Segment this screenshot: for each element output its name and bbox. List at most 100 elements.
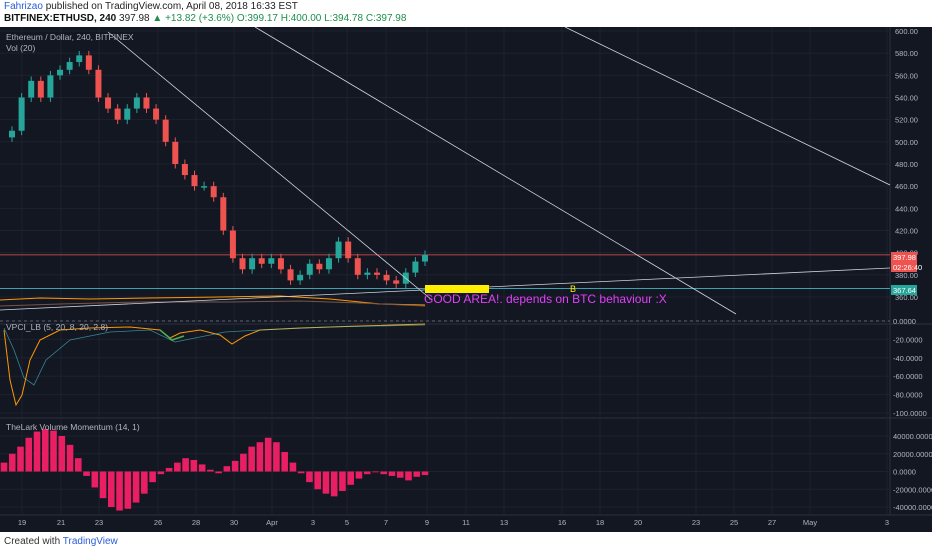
- time-tick-label: 11: [462, 518, 470, 527]
- price-tick-label: 420.00: [895, 227, 918, 236]
- candle: [9, 130, 15, 138]
- tradingview-logo-text[interactable]: TradingView: [62, 536, 118, 547]
- vm-bar: [50, 430, 57, 472]
- vm-bar: [17, 446, 24, 472]
- time-tick-label: 28: [192, 518, 200, 527]
- current-price-tag: [891, 252, 917, 262]
- time-tick-label: 25: [730, 518, 738, 527]
- published-text: published on TradingView.com, April 08, …: [45, 1, 298, 12]
- change-value: ▲ +13.82 (+3.6%): [152, 13, 235, 24]
- vm-bar: [132, 471, 140, 503]
- vpci-tick-label: -80.0000: [893, 391, 923, 400]
- candle: [85, 55, 92, 70]
- vm-bar: [314, 471, 321, 490]
- vm-bar: [256, 442, 264, 472]
- vm-bar: [190, 459, 198, 472]
- price-tick-label: 500.00: [895, 138, 918, 147]
- vm-bar: [174, 462, 181, 472]
- time-axis-ticks: 19 21 23 26 28 30 Apr 3 5 7 9 11 13 16 18 20 23 25 27 May 3: [18, 518, 889, 527]
- footer: Created with TradingView: [4, 536, 118, 547]
- vm-bar: [240, 453, 247, 472]
- vm-bar: [339, 471, 346, 492]
- candle: [133, 97, 140, 109]
- vm-legend[interactable]: TheLark Volume Momentum (14, 1): [6, 422, 140, 432]
- candle: [28, 80, 35, 98]
- vm-bar: [421, 471, 429, 476]
- candle: [412, 261, 419, 273]
- candle: [105, 97, 112, 109]
- candle: [335, 241, 342, 259]
- vm-bar: [41, 428, 49, 472]
- candle: [383, 274, 390, 281]
- author-name[interactable]: Fahrizao: [4, 1, 43, 12]
- annotation-text[interactable]: GOOD AREA!. depends on BTC behaviour :X: [424, 292, 667, 306]
- vm-bar: [124, 471, 132, 509]
- time-tick-label: 27: [768, 518, 776, 527]
- time-tick-label: 16: [558, 518, 566, 527]
- vm-bar: [372, 471, 379, 473]
- time-tick-label: 18: [596, 518, 604, 527]
- created-with-text: Created with: [4, 536, 61, 547]
- candle: [297, 274, 304, 281]
- symbol-label: BITFINEX:ETHUSD, 240: [4, 13, 117, 24]
- vpci-legend[interactable]: VPCI_LB (5, 20, 8, 20, 2.8): [6, 322, 108, 332]
- candle: [239, 258, 246, 270]
- vm-bar: [74, 458, 82, 472]
- vm-bar: [215, 471, 222, 474]
- candle: [422, 254, 428, 262]
- candle: [66, 62, 73, 70]
- time-tick-label: 23: [95, 518, 103, 527]
- candle: [220, 197, 227, 231]
- vm-bar: [388, 471, 396, 476]
- candle: [354, 258, 361, 275]
- candle: [229, 230, 236, 259]
- volume-legend[interactable]: Vol (20): [6, 43, 35, 53]
- support-price-label: 367.64: [893, 286, 916, 295]
- vm-bar: [306, 471, 313, 483]
- vpci-tick-label: -60.0000: [893, 372, 923, 381]
- candle: [325, 258, 332, 270]
- low-value: L:394.78: [324, 13, 364, 24]
- vm-bar: [413, 471, 421, 477]
- vm-bar: [182, 458, 189, 472]
- vpci-lines: [0, 320, 890, 407]
- time-tick-label: 26: [154, 518, 162, 527]
- vm-bar: [347, 471, 355, 485]
- candle: [316, 263, 323, 270]
- vpci-tick-label: -40.0000: [893, 354, 923, 363]
- vm-tick-label: -20000.0000: [893, 485, 932, 494]
- time-tick-label: 3: [311, 518, 315, 527]
- candle: [364, 272, 371, 275]
- time-tick-label: 7: [384, 518, 388, 527]
- price-tick-label: 520.00: [895, 116, 918, 125]
- vpci-tick-label: -100.0000: [893, 409, 927, 418]
- candle: [210, 186, 217, 198]
- price-tick-label: 580.00: [895, 49, 918, 58]
- vpci-axis-ticks: 0.0000 -20.0000 -40.0000 -60.0000 -80.0000 -1…: [893, 317, 927, 418]
- time-tick-label: 21: [57, 518, 65, 527]
- price-tick-label: 360.00: [895, 293, 918, 302]
- vm-bar: [330, 471, 338, 497]
- vm-bar: [281, 451, 288, 472]
- vm-tick-label: 20000.0000: [893, 450, 932, 459]
- vm-bar: [149, 471, 156, 483]
- main-legend[interactable]: Ethereum / Dollar, 240, BITFINEX: [6, 32, 134, 42]
- good-area-box[interactable]: [425, 285, 489, 293]
- candle: [76, 55, 83, 63]
- time-tick-label: 30: [230, 518, 238, 527]
- vm-bar: [91, 471, 99, 488]
- vm-bar: [207, 469, 214, 472]
- vm-bar: [322, 471, 330, 494]
- time-tick-label: May: [803, 518, 817, 527]
- vm-bar: [99, 471, 107, 499]
- vm-bar: [289, 462, 297, 472]
- price-tick-label: 380.00: [895, 271, 918, 280]
- vpci-signal-line: [3, 324, 426, 386]
- candle: [114, 108, 121, 120]
- vm-bar: [380, 471, 388, 475]
- vm-bar: [396, 471, 404, 478]
- trendline-2: [254, 26, 737, 315]
- publish-header: Fahrizao published on TradingView.com, A…: [4, 1, 298, 12]
- candle: [181, 164, 188, 176]
